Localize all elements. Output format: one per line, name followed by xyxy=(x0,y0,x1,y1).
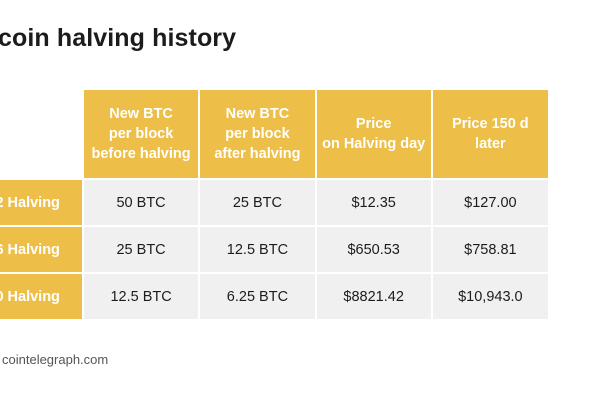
table-cell: $12.35 xyxy=(316,180,431,225)
table-cell: 50 BTC xyxy=(83,180,199,225)
table-cell: $10,943.0 xyxy=(432,274,548,319)
table-cell: 25 BTC xyxy=(200,180,315,225)
halving-table: New BTC per block before halving New BTC… xyxy=(0,88,550,321)
table-row: 20 Halving 12.5 BTC 6.25 BTC $8821.42 $1… xyxy=(0,274,548,319)
table-cell: $8821.42 xyxy=(316,274,431,319)
table-row: 12 Halving 50 BTC 25 BTC $12.35 $127.00 xyxy=(0,180,548,225)
table-cell: 6.25 BTC xyxy=(200,274,315,319)
column-header-line: later xyxy=(475,136,506,152)
table-cell: 12.5 BTC xyxy=(200,227,315,272)
column-header-after: New BTC per block after halving xyxy=(200,90,315,178)
column-header-line: New BTC xyxy=(225,106,290,122)
row-label: 12 Halving xyxy=(0,180,82,225)
column-header-line: before halving xyxy=(91,146,191,162)
column-header-line: Price 150 d xyxy=(452,116,529,132)
table-cell: $650.53 xyxy=(316,227,431,272)
table-cell: $758.81 xyxy=(432,227,548,272)
column-header-line: on Halving day xyxy=(322,136,426,152)
table-header-row: New BTC per block before halving New BTC… xyxy=(0,90,548,178)
page-title: coin halving history xyxy=(0,24,237,52)
table-cell: 12.5 BTC xyxy=(83,274,199,319)
column-header-price-day: Price on Halving day xyxy=(316,90,431,178)
column-header-line: per block xyxy=(225,126,290,142)
column-header-line: Price xyxy=(355,116,392,132)
column-header-price-150: Price 150 d later xyxy=(432,90,548,178)
source-credit: cointelegraph.com xyxy=(2,352,109,367)
table-row: 16 Halving 25 BTC 12.5 BTC $650.53 $758.… xyxy=(0,227,548,272)
column-header-line: after halving xyxy=(214,146,301,162)
column-header-line: per block xyxy=(108,126,174,142)
table-cell: $127.00 xyxy=(432,180,548,225)
table-corner-cell xyxy=(0,90,82,178)
column-header-before: New BTC per block before halving xyxy=(83,90,199,178)
row-label: 16 Halving xyxy=(0,227,82,272)
row-label: 20 Halving xyxy=(0,274,82,319)
column-header-line: New BTC xyxy=(109,106,173,122)
table-cell: 25 BTC xyxy=(83,227,199,272)
